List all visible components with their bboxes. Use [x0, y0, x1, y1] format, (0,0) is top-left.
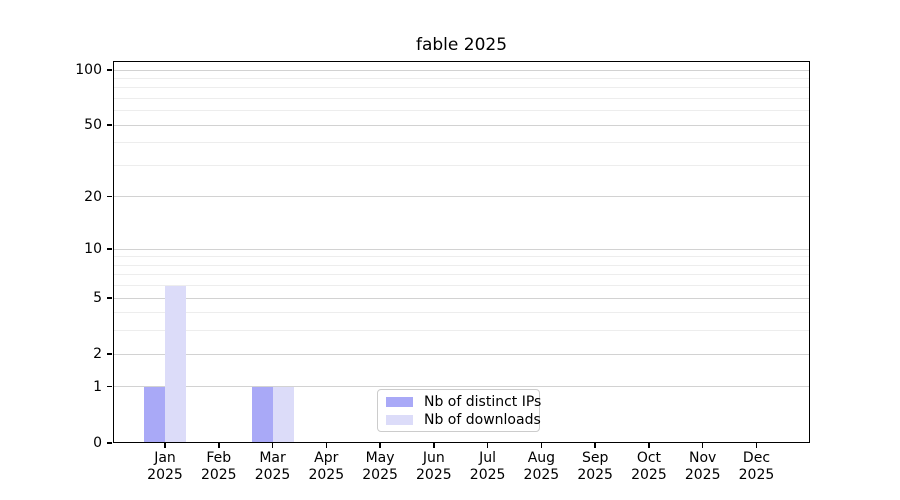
- x-tick-mark: [486, 443, 489, 448]
- x-tick-mark: [648, 443, 650, 448]
- y-tick-label: 100: [75, 62, 102, 78]
- gridline-minor: [113, 330, 810, 332]
- y-tick-mark: [107, 248, 112, 250]
- x-tick-label: Jan 2025: [135, 450, 195, 484]
- gridline-minor: [113, 87, 810, 89]
- x-tick-year: 2025: [469, 467, 506, 483]
- x-tick-year: 2025: [147, 467, 183, 483]
- x-tick-month: Jan: [154, 450, 176, 466]
- y-tick-mark: [107, 353, 112, 355]
- legend-swatch: [386, 414, 413, 425]
- x-tick-year: 2025: [631, 467, 667, 483]
- x-tick-year: 2025: [308, 467, 345, 483]
- x-tick-label: Jun 2025: [404, 450, 464, 484]
- y-tick-mark: [107, 442, 112, 444]
- plot-area: Nb of distinct IPs Nb of downloads: [113, 61, 810, 443]
- x-tick-mark: [755, 443, 758, 448]
- chart-title: fable 2025: [415, 35, 508, 55]
- x-tick-month: Dec: [742, 450, 771, 466]
- x-tick-label: Mar 2025: [243, 450, 303, 484]
- legend-entry: Nb of downloads: [386, 412, 541, 428]
- x-tick-month: Jul: [479, 450, 497, 466]
- x-tick-label: Aug 2025: [511, 450, 571, 484]
- x-tick-month: Oct: [636, 450, 662, 466]
- x-tick-year: 2025: [684, 467, 721, 483]
- bar-downloads: [272, 386, 294, 443]
- x-tick-month: May: [365, 450, 395, 466]
- bar-downloads: [165, 285, 186, 443]
- legend: Nb of distinct IPs Nb of downloads: [377, 389, 541, 432]
- x-tick-month: Apr: [314, 450, 339, 466]
- x-tick-year: 2025: [523, 467, 560, 483]
- x-tick-month: Sep: [581, 450, 609, 466]
- y-tick-label: 50: [84, 117, 102, 134]
- x-tick-year: 2025: [362, 467, 398, 483]
- gridline-minor: [113, 110, 810, 112]
- bar-distinct-ips: [251, 386, 273, 443]
- x-tick-mark: [379, 443, 381, 448]
- x-tick-label: Feb 2025: [189, 450, 249, 484]
- y-tick-mark: [107, 195, 112, 198]
- y-tick-label: 20: [84, 188, 102, 205]
- y-tick-mark: [107, 69, 112, 71]
- x-tick-month: Nov: [689, 450, 717, 466]
- gridline-minor: [113, 98, 810, 99]
- gridline-major: [113, 248, 810, 250]
- gridline-minor: [113, 312, 810, 314]
- x-tick-year: 2025: [200, 467, 237, 483]
- y-tick-label: 0: [93, 435, 102, 451]
- gridline-minor: [113, 274, 810, 276]
- gridline-major: [113, 353, 810, 355]
- y-tick-label: 2: [93, 346, 102, 363]
- x-tick-mark: [164, 443, 166, 448]
- x-tick-year: 2025: [416, 467, 452, 483]
- y-tick-mark: [107, 124, 112, 126]
- y-tick-mark: [107, 385, 112, 388]
- x-tick-month: Mar: [259, 450, 286, 466]
- x-tick-year: 2025: [254, 467, 291, 483]
- x-tick-mark: [218, 443, 220, 448]
- y-tick-label: 1: [93, 378, 102, 395]
- x-tick-month: Aug: [527, 450, 556, 466]
- legend-entry: Nb of distinct IPs: [386, 394, 541, 410]
- x-tick-label: Dec 2025: [726, 450, 786, 484]
- x-tick-label: Sep 2025: [565, 450, 625, 484]
- legend-label: Nb of downloads: [424, 411, 541, 428]
- gridline-minor: [113, 164, 810, 166]
- gridline-minor: [113, 77, 810, 79]
- x-tick-label: Nov 2025: [673, 450, 733, 484]
- gridline-major: [113, 297, 810, 299]
- x-tick-mark: [271, 443, 274, 448]
- x-tick-year: 2025: [738, 467, 775, 483]
- legend-label: Nb of distinct IPs: [424, 393, 542, 410]
- gridline-minor: [113, 256, 810, 258]
- x-tick-month: Feb: [206, 450, 232, 466]
- x-tick-mark: [701, 443, 704, 448]
- gridline-major: [113, 69, 810, 71]
- x-tick-mark: [594, 443, 596, 448]
- y-tick-label: 10: [84, 241, 102, 258]
- x-tick-label: Jul 2025: [458, 450, 518, 484]
- gridline-major: [113, 124, 810, 126]
- x-tick-mark: [540, 443, 543, 448]
- gridline-minor: [113, 264, 810, 266]
- legend-swatch: [386, 396, 413, 407]
- x-tick-mark: [433, 443, 435, 448]
- gridline-minor: [113, 285, 810, 287]
- x-tick-month: Jun: [422, 450, 445, 466]
- y-tick-label: 5: [93, 290, 102, 307]
- x-tick-year: 2025: [577, 467, 613, 483]
- gridline-major: [113, 196, 810, 198]
- x-tick-label: Apr 2025: [296, 450, 356, 484]
- gridline-minor: [113, 142, 810, 144]
- bar-distinct-ips: [144, 386, 165, 443]
- x-tick-label: Oct 2025: [619, 450, 679, 484]
- x-tick-label: May 2025: [350, 450, 410, 484]
- y-tick-mark: [107, 297, 112, 299]
- gridline-major: [113, 386, 810, 388]
- x-tick-mark: [325, 443, 328, 448]
